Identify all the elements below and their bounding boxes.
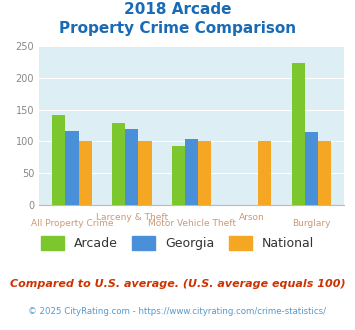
Text: All Property Crime: All Property Crime xyxy=(31,219,113,228)
Bar xyxy=(258,141,271,205)
Bar xyxy=(172,146,185,205)
Text: Compared to U.S. average. (U.S. average equals 100): Compared to U.S. average. (U.S. average … xyxy=(10,279,345,289)
Text: Burglary: Burglary xyxy=(292,219,331,228)
Text: 2018 Arcade: 2018 Arcade xyxy=(124,2,231,16)
Text: Arson: Arson xyxy=(239,213,264,222)
Bar xyxy=(305,132,318,205)
Text: Motor Vehicle Theft: Motor Vehicle Theft xyxy=(148,219,236,228)
Bar xyxy=(185,139,198,205)
Bar xyxy=(125,129,138,205)
Bar xyxy=(292,63,305,205)
Text: Property Crime Comparison: Property Crime Comparison xyxy=(59,21,296,36)
Text: Larceny & Theft: Larceny & Theft xyxy=(96,213,168,222)
Bar xyxy=(198,141,212,205)
Bar xyxy=(65,131,78,205)
Bar xyxy=(52,115,65,205)
Bar xyxy=(138,141,152,205)
Bar xyxy=(318,141,331,205)
Bar xyxy=(112,123,125,205)
Legend: Arcade, Georgia, National: Arcade, Georgia, National xyxy=(36,231,319,255)
Bar xyxy=(78,141,92,205)
Text: © 2025 CityRating.com - https://www.cityrating.com/crime-statistics/: © 2025 CityRating.com - https://www.city… xyxy=(28,307,327,316)
